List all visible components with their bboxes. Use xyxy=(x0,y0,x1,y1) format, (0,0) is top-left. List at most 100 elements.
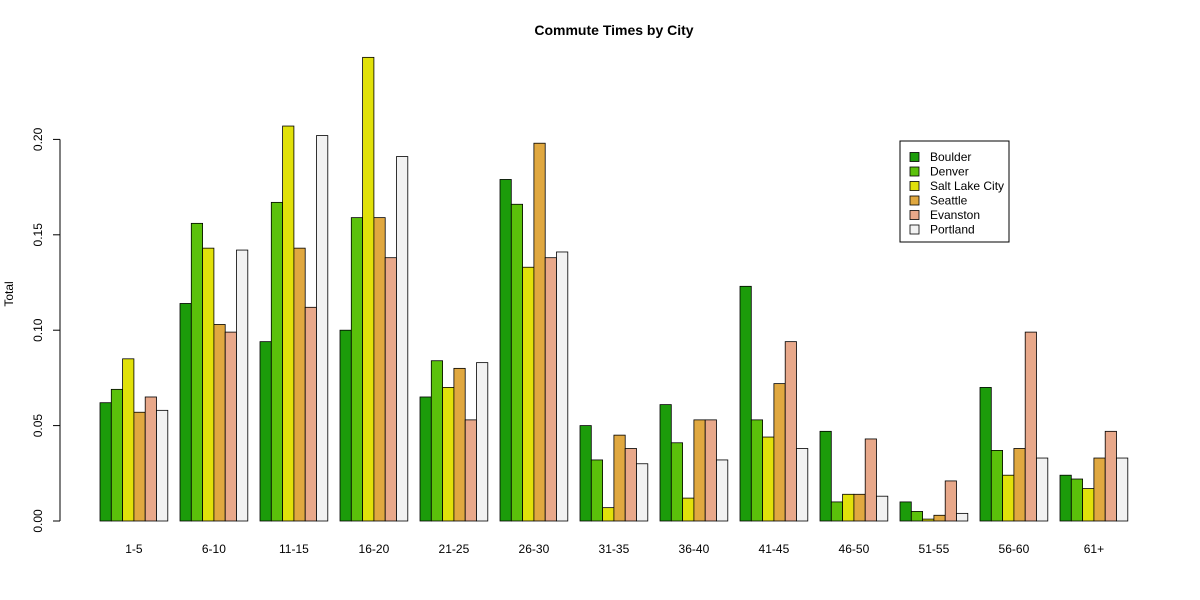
legend-label: Salt Lake City xyxy=(930,179,1004,193)
bar-portland-56-60 xyxy=(1036,457,1049,522)
bar-seattle-31-35 xyxy=(613,434,626,522)
y-axis-label: Total xyxy=(2,281,16,306)
bar-denver-16-20 xyxy=(350,217,363,522)
x-tick-label: 21-25 xyxy=(439,542,470,556)
legend-swatch xyxy=(909,181,920,191)
bar-evanston-31-35 xyxy=(624,448,637,522)
bar-seattle-1-5 xyxy=(133,411,146,522)
bar-evanston-11-15 xyxy=(304,306,317,522)
bar-salt-lake-city-31-35 xyxy=(602,507,615,522)
y-tick-label: 0.10 xyxy=(31,318,45,342)
x-tick-label: 56-60 xyxy=(999,542,1030,556)
bar-salt-lake-city-61+ xyxy=(1082,488,1095,522)
bar-seattle-26-30 xyxy=(533,142,546,522)
bar-evanston-6-10 xyxy=(224,331,237,522)
bar-salt-lake-city-26-30 xyxy=(522,266,535,522)
bar-denver-31-35 xyxy=(590,459,603,522)
x-axis-labels: 1-5 6-10 11-15 16-20 21-25 26-30 31-35 36-40 41-… xyxy=(125,542,1104,556)
bar-evanston-51-55 xyxy=(944,480,957,522)
bar-denver-36-40 xyxy=(670,442,683,522)
x-tick-label: 16-20 xyxy=(359,542,390,556)
bar-seattle-56-60 xyxy=(1013,448,1026,522)
bars-group xyxy=(99,56,1129,522)
x-tick-label: 51-55 xyxy=(919,542,950,556)
bar-boulder-46-50 xyxy=(819,430,832,522)
bar-denver-56-60 xyxy=(990,450,1003,522)
bar-evanston-1-5 xyxy=(144,396,157,522)
bar-seattle-16-20 xyxy=(373,217,386,522)
bar-denver-26-30 xyxy=(510,203,523,522)
legend-swatch xyxy=(909,224,920,235)
legend-label: Portland xyxy=(930,223,975,237)
bar-boulder-41-45 xyxy=(739,285,752,522)
bar-portland-36-40 xyxy=(716,459,729,522)
bar-seattle-51-55 xyxy=(933,514,946,522)
x-tick-label: 31-35 xyxy=(599,542,630,556)
y-tick-label: 0.15 xyxy=(31,223,45,247)
legend-swatch xyxy=(909,166,920,177)
bar-salt-lake-city-16-20 xyxy=(362,56,375,522)
x-tick-label: 26-30 xyxy=(519,542,550,556)
bar-portland-46-50 xyxy=(876,495,889,522)
bar-salt-lake-city-36-40 xyxy=(682,497,695,522)
bar-portland-1-5 xyxy=(156,409,169,522)
bar-denver-61+ xyxy=(1070,478,1084,522)
bar-portland-11-15 xyxy=(316,135,329,522)
chart-title: Commute Times by City xyxy=(534,22,693,38)
bar-boulder-36-40 xyxy=(659,404,672,522)
bar-portland-21-25 xyxy=(476,362,489,522)
bar-portland-61+ xyxy=(1116,457,1129,522)
bar-salt-lake-city-56-60 xyxy=(1002,474,1015,522)
x-tick-label: 6-10 xyxy=(202,542,226,556)
bar-denver-6-10 xyxy=(190,222,204,522)
legend-label: Seattle xyxy=(930,194,968,208)
legend-label: Boulder xyxy=(930,150,971,164)
y-tick-label: 0.20 xyxy=(31,127,45,151)
bar-evanston-46-50 xyxy=(864,438,877,522)
bar-seattle-46-50 xyxy=(853,493,866,522)
bar-boulder-21-25 xyxy=(419,396,432,522)
bar-portland-16-20 xyxy=(396,156,409,522)
x-tick-label: 61+ xyxy=(1084,542,1104,556)
legend-swatch xyxy=(909,195,920,206)
bar-salt-lake-city-41-45 xyxy=(762,436,775,522)
x-tick-label: 46-50 xyxy=(839,542,870,556)
bar-evanston-36-40 xyxy=(704,419,717,522)
bar-denver-11-15 xyxy=(270,201,283,522)
bar-portland-26-30 xyxy=(556,251,569,522)
bar-portland-31-35 xyxy=(636,463,649,522)
bar-salt-lake-city-46-50 xyxy=(842,493,855,522)
bar-seattle-41-45 xyxy=(773,383,786,522)
bar-portland-51-55 xyxy=(956,512,969,522)
bar-boulder-56-60 xyxy=(979,387,992,522)
bar-salt-lake-city-1-5 xyxy=(122,358,135,522)
bar-boulder-1-5 xyxy=(99,402,112,522)
bar-boulder-51-55 xyxy=(899,501,912,522)
x-tick-label: 11-15 xyxy=(279,542,309,556)
bar-boulder-16-20 xyxy=(339,329,352,522)
bar-seattle-11-15 xyxy=(293,247,306,522)
bar-denver-51-55 xyxy=(910,511,923,522)
bar-evanston-56-60 xyxy=(1024,331,1037,522)
legend-swatch xyxy=(909,210,920,220)
bar-portland-41-45 xyxy=(796,448,809,522)
x-tick-label: 36-40 xyxy=(679,542,710,556)
bar-boulder-11-15 xyxy=(259,341,272,522)
bar-evanston-26-30 xyxy=(544,257,557,522)
legend-swatch xyxy=(909,152,920,162)
bar-seattle-21-25 xyxy=(453,367,466,522)
legend-label: Evanston xyxy=(930,208,980,222)
bar-boulder-61+ xyxy=(1059,474,1072,522)
bar-evanston-21-25 xyxy=(464,419,477,522)
bar-boulder-31-35 xyxy=(579,425,592,522)
bar-denver-46-50 xyxy=(830,501,843,522)
bar-boulder-6-10 xyxy=(179,303,192,522)
bar-evanston-41-45 xyxy=(784,341,797,522)
bar-portland-6-10 xyxy=(236,249,249,522)
x-tick-label: 1-5 xyxy=(125,542,143,556)
bar-seattle-6-10 xyxy=(213,324,226,522)
legend-label: Denver xyxy=(930,165,969,179)
y-axis: 0.00 0.05 0.10 0.15 0.20 xyxy=(31,127,61,533)
bar-evanston-61+ xyxy=(1104,430,1117,522)
